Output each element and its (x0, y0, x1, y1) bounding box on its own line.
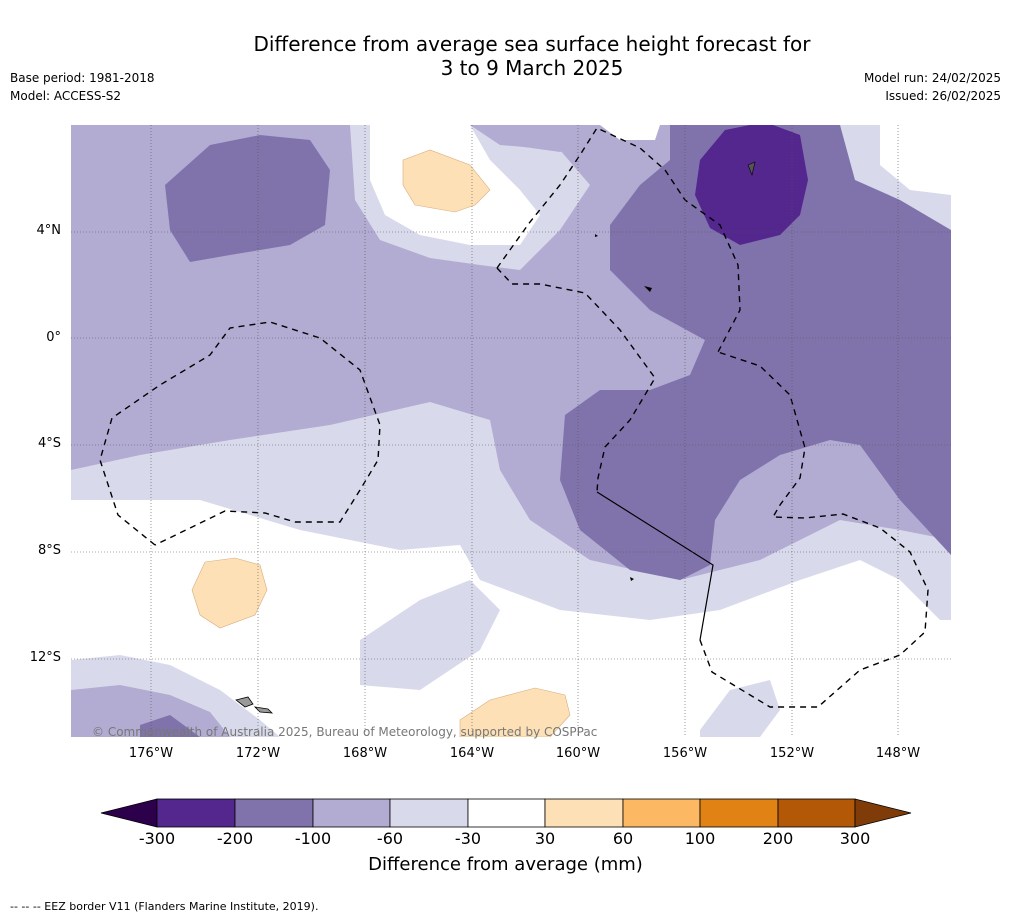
colorbar-segment-5 (467, 798, 546, 828)
colorbar-tick: -300 (138, 829, 176, 848)
colorbar-tick: 100 (684, 829, 716, 848)
contour-fill-south-positive (459, 687, 571, 737)
lon-label-164w: 164°W (449, 746, 495, 761)
lat-label-4s: 4°S (37, 436, 61, 451)
colorbar-segment-4 (389, 798, 469, 828)
lon-label-176w: 176°W (128, 746, 174, 761)
lon-label-160w: 160°W (555, 746, 601, 761)
eez-border-central (496, 267, 656, 493)
colorbar-extend-low (100, 798, 158, 828)
lon-label-168w: 168°W (342, 746, 388, 761)
meta-left: Base period: 1981-2018 Model: ACCESS-S2 (10, 69, 155, 105)
colorbar-tick: -100 (294, 829, 332, 848)
lat-label-0: 0° (46, 330, 61, 345)
lat-label-4n: 4°N (36, 223, 62, 238)
colorbar-segment-2 (234, 798, 314, 828)
colorbar-tick: -200 (216, 829, 254, 848)
island-savaii (235, 696, 254, 708)
graticule (71, 125, 951, 737)
contour-fill-sw-band (360, 580, 500, 690)
contour-fill-nw-dark (165, 135, 330, 262)
lon-label-152w: 152°W (769, 746, 815, 761)
chart-title: Difference from average sea surface heig… (0, 32, 1011, 80)
contour-fill-swc-3 (140, 715, 200, 737)
colorbar-segment-1 (156, 798, 236, 828)
copyright-notice: © Commonwealth of Australia 2025, Bureau… (92, 725, 598, 739)
island-dot-1 (644, 286, 652, 292)
eez-border-west (99, 321, 381, 546)
colorbar-extend-high (854, 798, 912, 828)
contour-fill-south-white (71, 500, 951, 737)
colorbar-tick: 60 (612, 829, 634, 848)
contour-fill-sw-positive (191, 557, 268, 629)
colorbar-segment-7 (622, 798, 701, 828)
island-dot-3 (630, 577, 634, 581)
lon-label-156w: 156°W (662, 746, 708, 761)
contour-fill-east-dark (560, 125, 951, 580)
footer-note: -- -- -- EEZ border V11 (Flanders Marine… (10, 900, 319, 913)
eez-border-north (496, 127, 741, 353)
colorbar-segment-3 (312, 798, 391, 828)
colorbar-tick: 30 (534, 829, 556, 848)
island-upolu (253, 706, 274, 714)
contour-fill-se-band (700, 680, 780, 737)
colorbar-tick: -60 (376, 829, 404, 848)
contour-fill-east-darkest (695, 125, 808, 245)
contour-map (71, 125, 951, 737)
title-line-1: Difference from average sea surface heig… (253, 32, 811, 56)
colorbar (100, 798, 912, 828)
lat-label-8s: 8°S (37, 543, 61, 558)
lon-label-172w: 172°W (235, 746, 281, 761)
base-period-text: Base period: 1981-2018 (10, 71, 155, 85)
lat-label-12s: 12°S (29, 650, 61, 665)
meta-right: Model run: 24/02/2025 Issued: 26/02/2025 (864, 69, 1001, 105)
colorbar-tick: 200 (762, 829, 794, 848)
colorbar-title: Difference from average (mm) (368, 854, 643, 875)
lon-label-148w: 148°W (875, 746, 921, 761)
model-run-text: Model run: 24/02/2025 (863, 71, 1001, 85)
contour-fill-ne-white (880, 125, 951, 195)
colorbar-tick: -30 (454, 829, 482, 848)
colorbar-segment-9 (777, 798, 856, 828)
eez-border-solid (596, 491, 714, 641)
contour-fill-swc-2 (71, 685, 230, 737)
island-north (747, 161, 756, 177)
island-dot-2 (595, 234, 598, 237)
title-line-2: 3 to 9 March 2025 (440, 56, 624, 80)
contour-fill-north-positive (402, 149, 491, 213)
colorbar-segment-8 (699, 798, 779, 828)
colorbar-segment-6 (544, 798, 624, 828)
model-text: Model: ACCESS-S2 (10, 89, 122, 103)
contour-fill-top-band (495, 125, 600, 152)
colorbar-tick: 300 (839, 829, 871, 848)
issued-text: Issued: 26/02/2025 (885, 89, 1001, 103)
